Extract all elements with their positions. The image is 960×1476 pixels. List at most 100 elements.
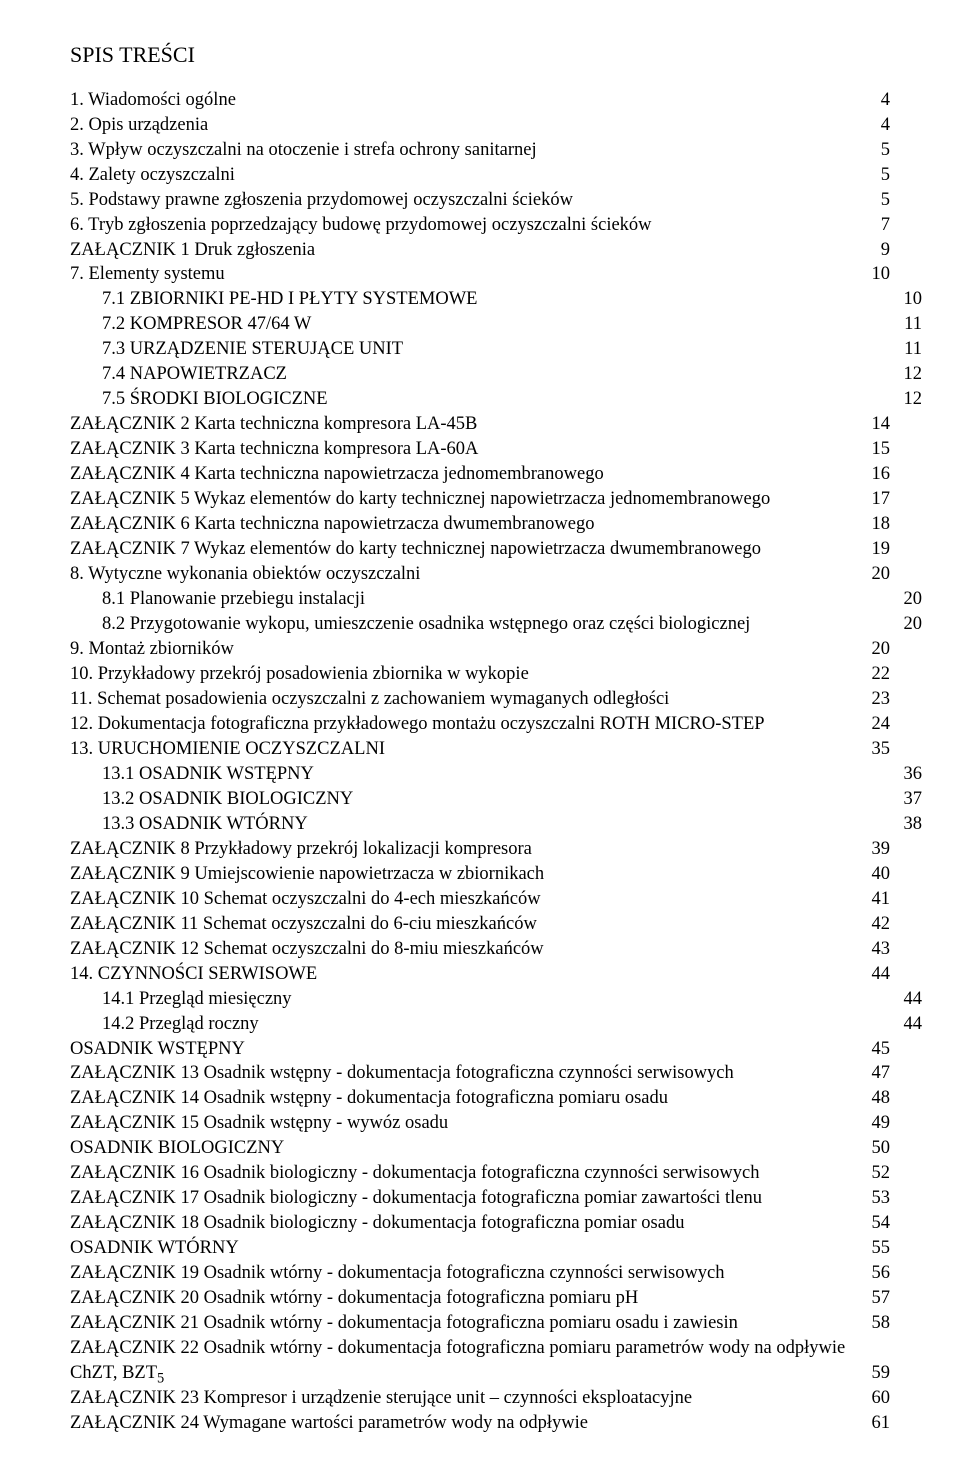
toc-entry: 12. Dokumentacja fotograficzna przykłado… — [70, 712, 890, 737]
toc-entry: ZAŁĄCZNIK 24 Wymagane wartości parametró… — [70, 1411, 890, 1436]
toc-entry-label: 14.1 Przegląd miesięczny — [102, 987, 292, 1012]
toc-entry-label: 2. Opis urządzenia — [70, 113, 208, 138]
toc-entry-label: 7. Elementy systemu — [70, 262, 225, 287]
toc-entry: 13.1 OSADNIK WSTĘPNY 36 — [70, 762, 922, 787]
toc-entry: 2. Opis urządzenia 4 — [70, 113, 890, 138]
toc-entry-page: 57 — [872, 1286, 891, 1311]
toc-entry-label: ZAŁĄCZNIK 15 Osadnik wstępny - wywóz osa… — [70, 1111, 448, 1136]
toc-entry-label: ZAŁĄCZNIK 5 Wykaz elementów do karty tec… — [70, 487, 770, 512]
toc-entry-label: 6. Tryb zgłoszenia poprzedzający budowę … — [70, 213, 652, 238]
toc-entry-page: 15 — [872, 437, 891, 462]
toc-entry-label: ZAŁĄCZNIK 8 Przykładowy przekrój lokaliz… — [70, 837, 532, 862]
toc-entry-label: ZAŁĄCZNIK 11 Schemat oczyszczalni do 6-c… — [70, 912, 537, 937]
toc-entry: ZAŁĄCZNIK 17 Osadnik biologiczny - dokum… — [70, 1186, 890, 1211]
toc-entry-label: OSADNIK BIOLOGICZNY — [70, 1136, 284, 1161]
toc-entry-page: 56 — [872, 1261, 891, 1286]
toc-entry: 1. Wiadomości ogólne 4 — [70, 88, 890, 113]
toc-entry: 14.1 Przegląd miesięczny 44 — [70, 987, 922, 1012]
document-page: SPIS TREŚCI 1. Wiadomości ogólne 42. Opi… — [0, 0, 960, 1476]
toc-entry-page: 59 — [872, 1361, 891, 1386]
toc-entry-label: ZAŁĄCZNIK 10 Schemat oczyszczalni do 4-e… — [70, 887, 541, 912]
toc-entry-label: 13.1 OSADNIK WSTĘPNY — [102, 762, 314, 787]
toc-entry: 8.2 Przygotowanie wykopu, umieszczenie o… — [70, 612, 922, 637]
toc-entry-page: 24 — [872, 712, 891, 737]
toc-entry-label: ZAŁĄCZNIK 19 Osadnik wtórny - dokumentac… — [70, 1261, 725, 1286]
toc-entry: ZAŁĄCZNIK 7 Wykaz elementów do karty tec… — [70, 537, 890, 562]
toc-entry: 3. Wpływ oczyszczalni na otoczenie i str… — [70, 138, 890, 163]
toc-entry-page: 20 — [872, 562, 891, 587]
toc-entry-label: ZAŁĄCZNIK 16 Osadnik biologiczny - dokum… — [70, 1161, 759, 1186]
toc-entry-page: 42 — [872, 912, 891, 937]
toc-entry-page: 12 — [904, 362, 923, 387]
toc-entry-label: OSADNIK WTÓRNY — [70, 1236, 239, 1261]
toc-entry-page: 11 — [904, 312, 922, 337]
toc-entry: 7.1 ZBIORNIKI PE-HD I PŁYTY SYSTEMOWE 10 — [70, 287, 922, 312]
toc-entry-label: 12. Dokumentacja fotograficzna przykłado… — [70, 712, 765, 737]
toc-entry: ZAŁĄCZNIK 14 Osadnik wstępny - dokumenta… — [70, 1086, 890, 1111]
toc-entry-label: ZAŁĄCZNIK 2 Karta techniczna kompresora … — [70, 412, 477, 437]
toc-entry-page: 14 — [872, 412, 891, 437]
toc-entry: ZAŁĄCZNIK 5 Wykaz elementów do karty tec… — [70, 487, 890, 512]
toc-entry-label: ZAŁĄCZNIK 21 Osadnik wtórny - dokumentac… — [70, 1311, 738, 1336]
toc-entry-page: 16 — [872, 462, 891, 487]
toc-entry-page: 41 — [872, 887, 891, 912]
toc-entry-page: 61 — [872, 1411, 891, 1436]
toc-entry: OSADNIK WSTĘPNY 45 — [70, 1037, 890, 1062]
toc-entry: ZAŁĄCZNIK 13 Osadnik wstępny - dokumenta… — [70, 1061, 890, 1086]
toc-entry: OSADNIK WTÓRNY 55 — [70, 1236, 890, 1261]
toc-entry-label: ZAŁĄCZNIK 20 Osadnik wtórny - dokumentac… — [70, 1286, 638, 1311]
toc-entry: ZAŁĄCZNIK 23 Kompresor i urządzenie ster… — [70, 1386, 890, 1411]
toc-entry-label: 8. Wytyczne wykonania obiektów oczyszcza… — [70, 562, 420, 587]
toc-entry: ZAŁĄCZNIK 3 Karta techniczna kompresora … — [70, 437, 890, 462]
toc-entry-page: 48 — [872, 1086, 891, 1111]
toc-container: 1. Wiadomości ogólne 42. Opis urządzenia… — [70, 88, 890, 1436]
toc-entry-label: 11. Schemat posadowienia oczyszczalni z … — [70, 687, 669, 712]
toc-entry-label: 7.4 NAPOWIETRZACZ — [102, 362, 287, 387]
toc-entry: 14.2 Przegląd roczny 44 — [70, 1012, 922, 1037]
toc-entry-page: 23 — [872, 687, 891, 712]
toc-entry-page: 18 — [872, 512, 891, 537]
toc-entry-page: 49 — [872, 1111, 891, 1136]
toc-entry: 11. Schemat posadowienia oczyszczalni z … — [70, 687, 890, 712]
toc-entry: ZAŁĄCZNIK 16 Osadnik biologiczny - dokum… — [70, 1161, 890, 1186]
toc-entry-label: 9. Montaż zbiorników — [70, 637, 234, 662]
toc-entry-label: 7.5 ŚRODKI BIOLOGICZNE — [102, 387, 328, 412]
toc-entry-label: 8.1 Planowanie przebiegu instalacji — [102, 587, 365, 612]
toc-entry: 7.4 NAPOWIETRZACZ 12 — [70, 362, 922, 387]
toc-entry-page: 12 — [904, 387, 923, 412]
toc-entry-label: ZAŁĄCZNIK 12 Schemat oczyszczalni do 8-m… — [70, 937, 544, 962]
toc-entry-page: 10 — [904, 287, 923, 312]
toc-entry-page: 17 — [872, 487, 891, 512]
toc-entry: 7.3 URZĄDZENIE STERUJĄCE UNIT 11 — [70, 337, 922, 362]
toc-entry-page: 10 — [872, 262, 891, 287]
toc-entry-page: 55 — [872, 1236, 891, 1261]
toc-entry: 13.3 OSADNIK WTÓRNY 38 — [70, 812, 922, 837]
toc-entry-label: ZAŁĄCZNIK 3 Karta techniczna kompresora … — [70, 437, 478, 462]
toc-entry-label: 3. Wpływ oczyszczalni na otoczenie i str… — [70, 138, 537, 163]
toc-entry-label: ZAŁĄCZNIK 22 Osadnik wtórny - dokumentac… — [70, 1336, 890, 1361]
toc-entry-label: 14. CZYNNOŚCI SERWISOWE — [70, 962, 317, 987]
toc-entry-page: 4 — [881, 113, 890, 138]
toc-entry-label: 7.1 ZBIORNIKI PE-HD I PŁYTY SYSTEMOWE — [102, 287, 477, 312]
toc-entry-page: 4 — [881, 88, 890, 113]
toc-entry-label: 8.2 Przygotowanie wykopu, umieszczenie o… — [102, 612, 750, 637]
toc-entry-page: 50 — [872, 1136, 891, 1161]
toc-entry: ZAŁĄCZNIK 1 Druk zgłoszenia 9 — [70, 238, 890, 263]
toc-entry: 13. URUCHOMIENIE OCZYSZCZALNI 35 — [70, 737, 890, 762]
toc-entry-page: 20 — [904, 587, 923, 612]
toc-entry-page: 20 — [872, 637, 891, 662]
toc-title: SPIS TREŚCI — [70, 40, 890, 70]
toc-entry: ZAŁĄCZNIK 21 Osadnik wtórny - dokumentac… — [70, 1311, 890, 1336]
toc-entry: 4. Zalety oczyszczalni 5 — [70, 163, 890, 188]
toc-entry-label: ZAŁĄCZNIK 24 Wymagane wartości parametró… — [70, 1411, 588, 1436]
toc-entry-page: 38 — [904, 812, 923, 837]
toc-entry: ZAŁĄCZNIK 18 Osadnik biologiczny - dokum… — [70, 1211, 890, 1236]
toc-entry-page: 53 — [872, 1186, 891, 1211]
toc-entry-page: 58 — [872, 1311, 891, 1336]
toc-entry: 7.2 KOMPRESOR 47/64 W 11 — [70, 312, 922, 337]
toc-entry-page: 5 — [881, 163, 890, 188]
toc-entry-page: 7 — [881, 213, 890, 238]
toc-entry-label: 14.2 Przegląd roczny — [102, 1012, 259, 1037]
toc-entry-label: ZAŁĄCZNIK 13 Osadnik wstępny - dokumenta… — [70, 1061, 734, 1086]
toc-entry-label: ZAŁĄCZNIK 7 Wykaz elementów do karty tec… — [70, 537, 761, 562]
